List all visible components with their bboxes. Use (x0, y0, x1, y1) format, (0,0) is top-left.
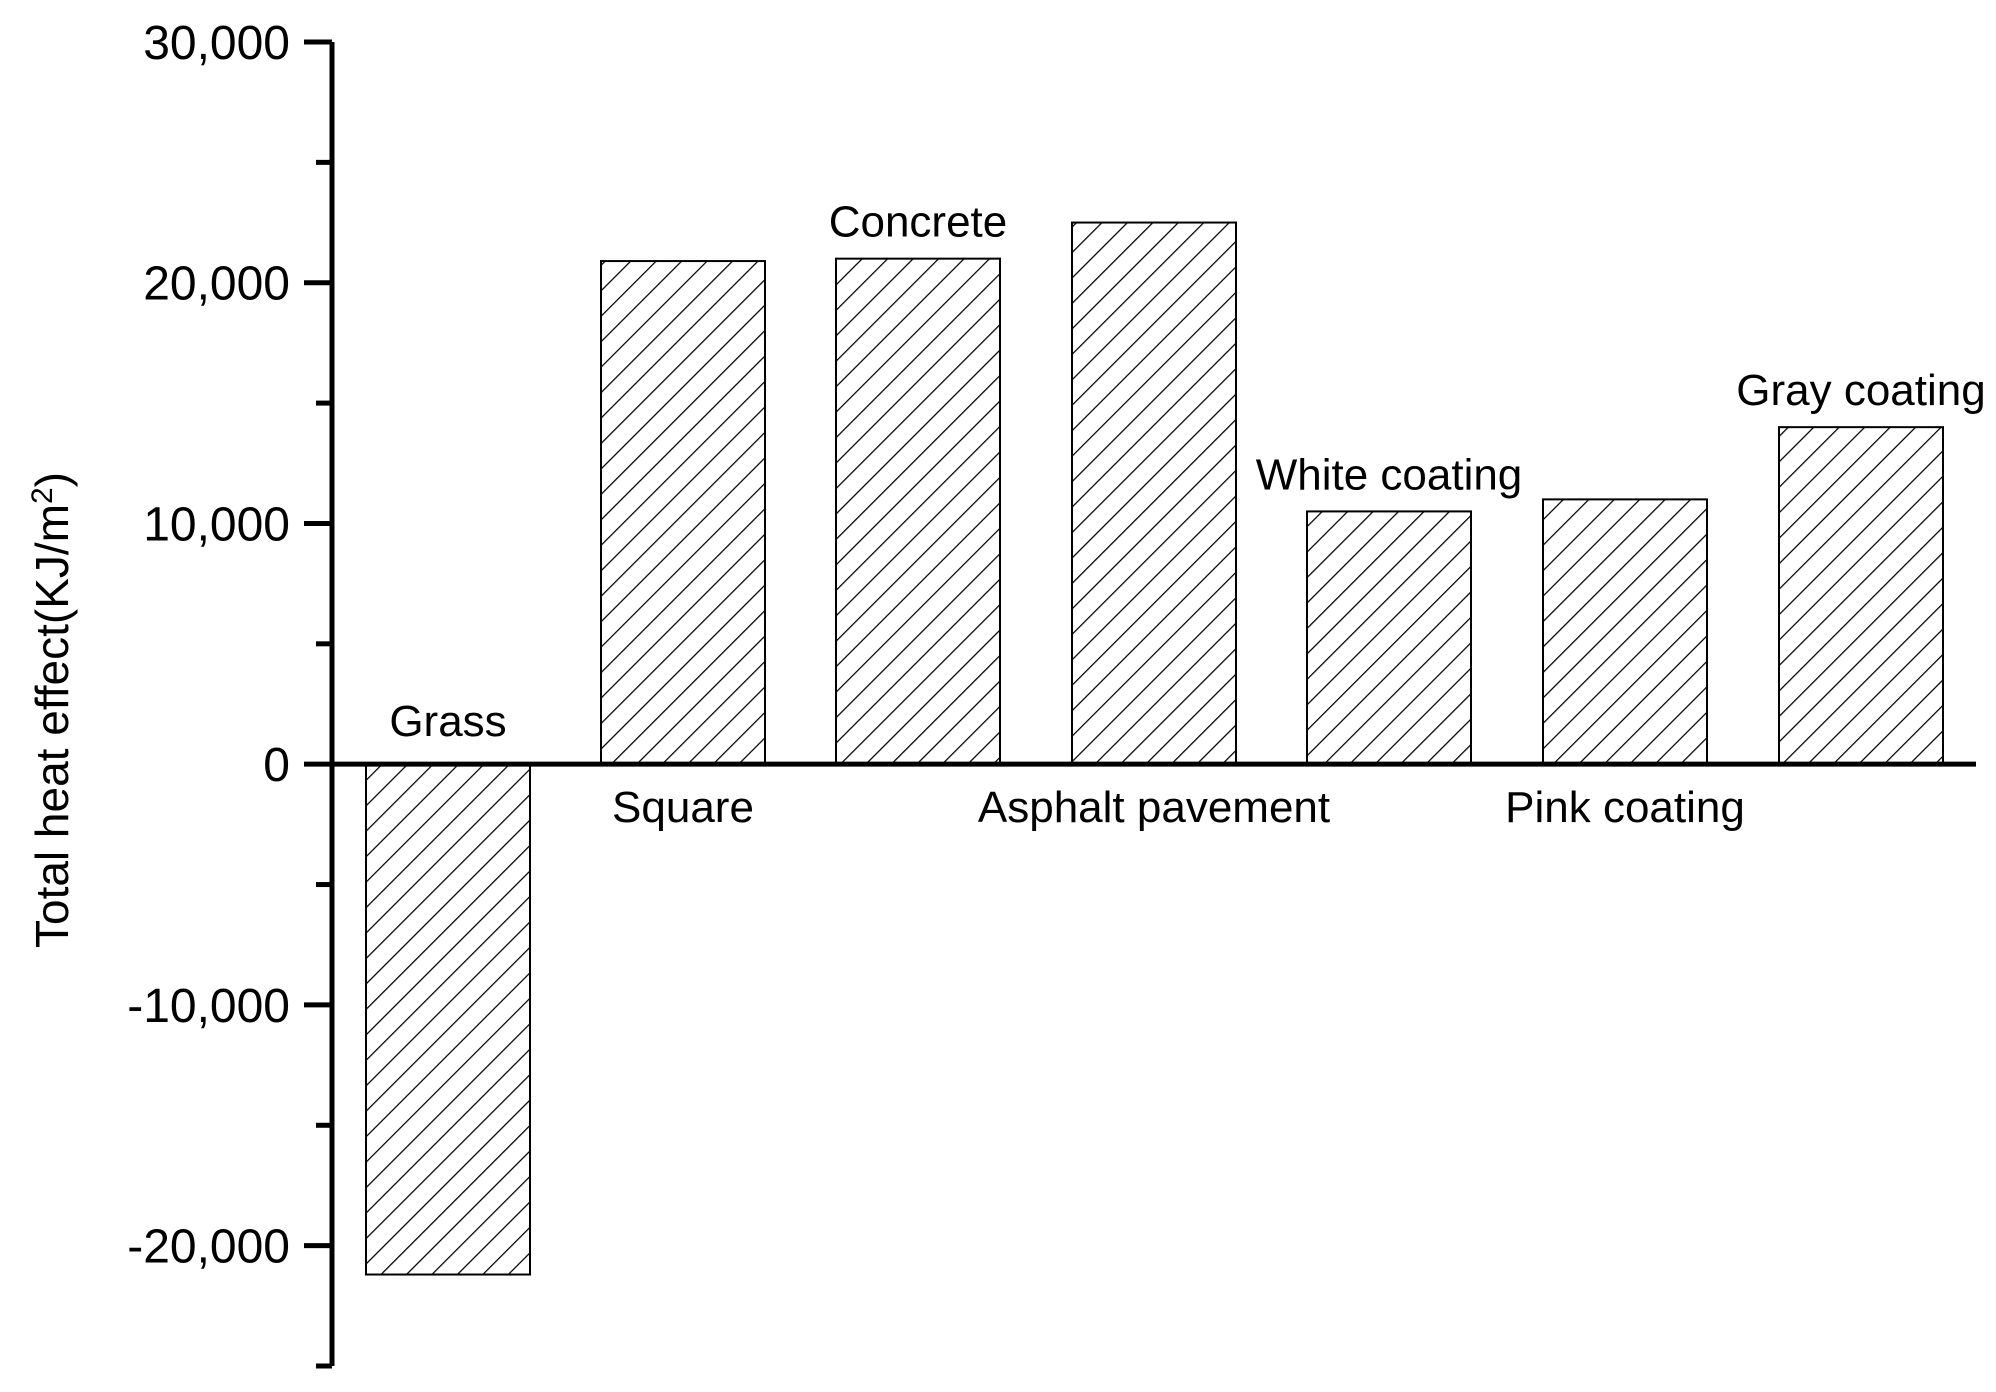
bar-label-gray-coating: Gray coating (1736, 366, 1985, 415)
labels-layer: Grass Square Concrete Asphalt pavement White… (127, 17, 1986, 1274)
bars-layer (365, 221, 1944, 1276)
bar-pink-coating (1542, 498, 1708, 766)
bar-grass (365, 763, 531, 1276)
bar-asphalt-pavement (1071, 221, 1237, 766)
bar-label-grass: Grass (389, 697, 506, 746)
y-tick-label: -10,000 (127, 980, 290, 1033)
y-tick-label: 30,000 (143, 17, 290, 70)
bar-label-asphalt-pavement: Asphalt pavement (978, 783, 1330, 832)
y-tick-label: 20,000 (143, 258, 290, 311)
y-tick-label: 0 (263, 739, 290, 792)
y-axis-title-main: Total heat effect(KJ/m (26, 504, 78, 948)
y-tick-label: 10,000 (143, 498, 290, 551)
y-axis-title: Total heat effect(KJ/m2) (26, 472, 79, 948)
bar-square (600, 260, 766, 766)
y-tick-label: -20,000 (127, 1221, 290, 1274)
bar-white-coating (1306, 510, 1472, 766)
bar-label-square: Square (612, 783, 754, 832)
bar-gray-coating (1778, 426, 1944, 766)
axes-layer (304, 39, 1976, 1369)
y-axis-title-close: ) (26, 472, 78, 487)
y-axis-title-superscript: 2 (26, 487, 59, 504)
bar-label-white-coating: White coating (1256, 450, 1523, 499)
bar-concrete (835, 257, 1001, 766)
bar-label-concrete: Concrete (829, 198, 1008, 247)
bar-label-pink-coating: Pink coating (1505, 783, 1745, 832)
